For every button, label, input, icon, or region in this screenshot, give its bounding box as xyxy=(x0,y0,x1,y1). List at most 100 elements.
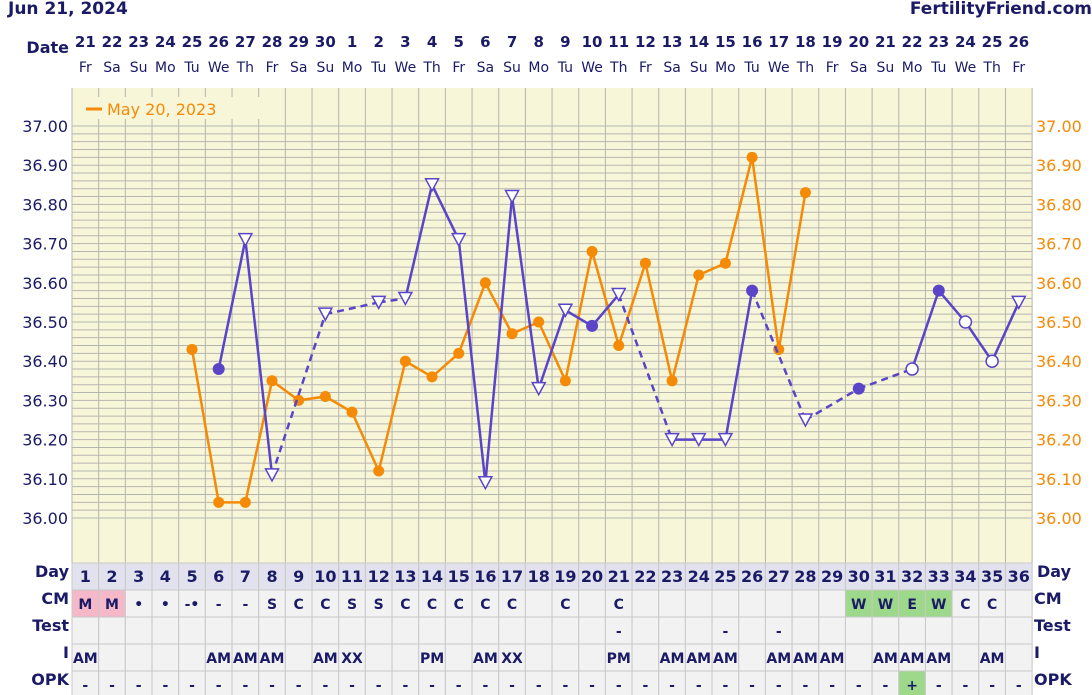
row-cell xyxy=(98,589,126,618)
days-cell-text: 2 xyxy=(106,567,117,586)
row-cell xyxy=(978,670,1006,695)
y-tick-label: 36.70 xyxy=(22,235,68,254)
row-cell xyxy=(498,670,526,695)
row-cell xyxy=(898,589,926,618)
cm-cell-text: C xyxy=(507,597,517,613)
date-label: 29 xyxy=(288,33,309,51)
row-cell xyxy=(311,616,340,645)
y-tick-label-right: 36.40 xyxy=(1036,352,1082,371)
weekday-label: Fr xyxy=(452,60,465,76)
row-cell xyxy=(684,670,713,695)
site-name[interactable]: FertilityFriend.com xyxy=(910,0,1092,19)
weekday-label: Mo xyxy=(342,60,363,76)
opk-cell-text: - xyxy=(296,678,302,694)
row-cell xyxy=(684,562,713,591)
overlay-point xyxy=(506,328,518,340)
row-cell xyxy=(258,616,286,645)
overlay-point xyxy=(693,269,705,281)
current-line-segment xyxy=(404,184,434,299)
current-point-triangle xyxy=(237,232,254,248)
days-cell-text: 31 xyxy=(874,567,896,586)
current-point-open xyxy=(905,362,919,376)
y-tick-label: 36.80 xyxy=(22,195,68,214)
opk-cell-text: - xyxy=(136,678,142,694)
row-cell xyxy=(684,589,713,618)
current-line-segment xyxy=(910,290,940,370)
row-cell xyxy=(284,616,313,645)
current-line-segment xyxy=(510,196,540,389)
weekday-label: Mo xyxy=(528,60,549,76)
row-cell xyxy=(524,643,553,672)
date-label: 3 xyxy=(400,33,410,51)
y-tick-label: 37.00 xyxy=(22,117,68,136)
row-cell xyxy=(951,643,980,672)
current-point-open xyxy=(985,354,999,368)
row-cell xyxy=(631,616,660,645)
row-cell xyxy=(391,562,420,591)
row-cell xyxy=(711,643,740,672)
row-cell xyxy=(98,643,126,672)
current-line-segment xyxy=(858,367,913,390)
y-tick-label-right: 36.50 xyxy=(1036,313,1082,332)
days-cell-text: 8 xyxy=(266,567,277,586)
current-point-triangle xyxy=(690,432,707,448)
weekday-label: Th xyxy=(236,60,254,76)
weekday-label: Su xyxy=(316,60,334,76)
weekday-label: We xyxy=(768,60,790,76)
row-cell xyxy=(871,562,900,591)
row-cell xyxy=(898,670,926,695)
row-cell xyxy=(658,589,686,618)
row-cell xyxy=(418,562,446,591)
overlay-point xyxy=(613,340,625,352)
y-tick-label-right: 36.90 xyxy=(1036,156,1082,175)
row-cell xyxy=(524,616,553,645)
row-cell xyxy=(631,643,660,672)
days-cell-text: 28 xyxy=(794,567,816,586)
current-line-segment xyxy=(484,196,514,483)
y-tick-label-right: 36.80 xyxy=(1036,195,1082,214)
row-cell xyxy=(71,589,100,618)
row-cell xyxy=(178,670,206,695)
current-line-segment xyxy=(244,239,274,476)
cm-cell-text: C xyxy=(320,597,330,613)
opk-cell-text: - xyxy=(376,678,382,694)
y-tick-label-right: 36.60 xyxy=(1036,274,1082,293)
row-cell xyxy=(1004,589,1033,618)
current-line-segment xyxy=(964,321,994,362)
intercourse-cell-text: AM xyxy=(660,651,685,667)
row-cell xyxy=(578,616,606,645)
row-cell xyxy=(364,562,393,591)
row-cell xyxy=(391,670,420,695)
date-label: 4 xyxy=(427,33,437,51)
days-cell-text: 1 xyxy=(80,567,91,586)
row-cell xyxy=(124,562,153,591)
date-label: 24 xyxy=(155,33,176,51)
weekday-label: We xyxy=(955,60,977,76)
intercourse-cell-text: AM xyxy=(873,651,898,667)
row-cell xyxy=(258,670,286,695)
cm-cell-text: • xyxy=(161,597,170,613)
opk-cell-text: - xyxy=(616,678,622,694)
cm-cell-text: C xyxy=(987,597,997,613)
row-cell xyxy=(791,589,820,618)
weekday-label: Fr xyxy=(266,60,279,76)
row-cell xyxy=(684,616,713,645)
opk-cell-text: - xyxy=(669,678,675,694)
current-point-filled xyxy=(852,382,865,395)
weekday-label: Th xyxy=(982,60,1000,76)
row-cell xyxy=(631,562,660,591)
row-cell xyxy=(978,562,1006,591)
row-cell xyxy=(658,616,686,645)
row-cell xyxy=(1004,670,1033,695)
row-cell xyxy=(551,616,580,645)
current-point-triangle xyxy=(717,432,734,448)
date-label: 2 xyxy=(373,33,383,51)
opk-row-label: OPK xyxy=(31,670,69,689)
row-cell xyxy=(338,643,366,672)
row-cell xyxy=(391,643,420,672)
opk-cell-text: - xyxy=(776,678,782,694)
row-cell xyxy=(818,643,846,672)
overlay-point xyxy=(559,375,571,387)
intercourse-cell-text: PM xyxy=(607,651,631,667)
